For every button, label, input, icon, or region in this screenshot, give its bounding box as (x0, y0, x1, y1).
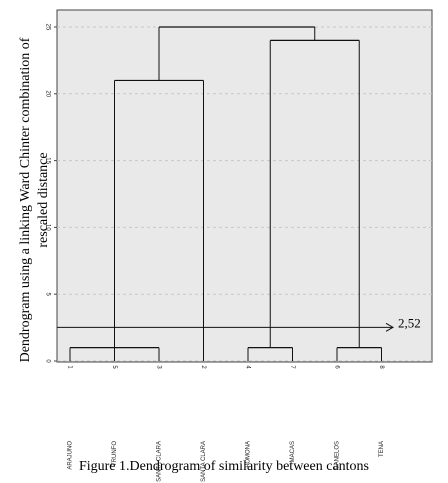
leaf-name: ARAJUNO (68, 441, 74, 470)
leaf-label: 7 (289, 365, 295, 369)
leaf-name: POMONA (246, 441, 252, 468)
leaf-name: MACAS (290, 441, 296, 462)
leaf-name: SANTA CLARA (201, 441, 207, 482)
y-tick-label: 10 (44, 224, 50, 231)
y-tick-label: 20 (44, 90, 50, 97)
leaf-label: 2 (200, 365, 206, 369)
leaf-label: 8 (378, 365, 384, 369)
threshold-arrow (385, 322, 395, 332)
leaf-name: TENA (379, 441, 385, 457)
y-tick-label: 0 (44, 359, 50, 363)
leaf-label: 6 (333, 365, 339, 369)
y-axis-label: rescaled distance (36, 152, 51, 247)
leaf-label: 3 (155, 365, 161, 369)
leaf-name: SANTA CLARA (157, 441, 163, 482)
leaf-label: 5 (111, 365, 117, 369)
y-axis-label: Dendrogram using a linking Ward Chinter … (18, 37, 33, 362)
y-tick-label: 15 (44, 157, 50, 164)
threshold-label: 2,52 (398, 315, 421, 330)
leaf-name: TRUNFO (112, 441, 118, 466)
caption: Figure 1.Dendrogram of similarity betwee… (79, 459, 369, 474)
leaf-label: 1 (66, 365, 72, 369)
y-tick-label: 25 (44, 24, 50, 31)
plot-area (56, 9, 433, 363)
leaf-name: CANELOS (335, 441, 341, 470)
y-tick-label: 5 (44, 293, 50, 297)
leaf-label: 4 (244, 365, 250, 369)
